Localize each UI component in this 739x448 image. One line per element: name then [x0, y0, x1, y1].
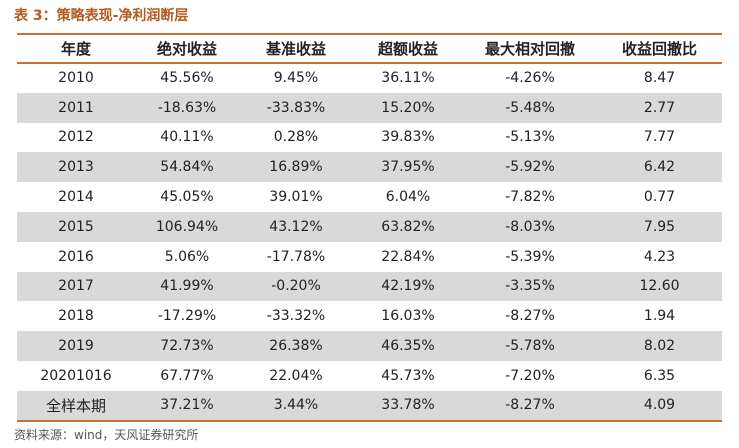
cell-max-drawdown: -5.13%: [505, 129, 555, 146]
cell-benchmark-return: -17.78%: [266, 248, 326, 265]
cell-return-drawdown-ratio: 8.02: [643, 338, 676, 355]
cell-return-drawdown-ratio: 0.77: [643, 189, 676, 206]
cell-excess-return: 63.82%: [381, 218, 435, 235]
cell-max-drawdown: -8.03%: [505, 218, 555, 235]
column-header-benchmark-return: 基准收益: [265, 40, 326, 58]
cell-excess-return: 39.83%: [381, 129, 435, 146]
cell-return-drawdown-ratio: 8.47: [643, 70, 676, 87]
cell-max-drawdown: -8.27%: [505, 397, 555, 414]
table-row: 2014 45.05% 39.01% 6.04% -7.82% 0.77: [17, 182, 722, 212]
cell-max-drawdown: -5.39%: [505, 248, 555, 265]
cell-max-drawdown: -5.78%: [505, 338, 555, 355]
column-header-excess-return: 超额收益: [377, 40, 438, 58]
cell-return-drawdown-ratio: 12.60: [639, 278, 680, 295]
cell-benchmark-return: 0.28%: [273, 129, 319, 146]
cell-return-drawdown-ratio: 2.77: [643, 99, 676, 116]
cell-return-drawdown-ratio: 6.42: [643, 159, 676, 176]
cell-max-drawdown: -7.82%: [505, 189, 555, 206]
cell-max-drawdown: -5.48%: [505, 99, 555, 116]
cell-benchmark-return: 22.04%: [269, 367, 323, 384]
cell-benchmark-return: -0.20%: [271, 278, 321, 295]
cell-absolute-return: 37.21%: [160, 397, 214, 414]
cell-absolute-return: -17.29%: [157, 308, 217, 325]
cell-year: 2014: [58, 189, 94, 206]
cell-return-drawdown-ratio: 6.35: [643, 367, 676, 384]
table-row: 2010 45.56% 9.45% 36.11% -4.26% 8.47: [17, 63, 722, 93]
cell-absolute-return: 41.99%: [160, 278, 214, 295]
cell-benchmark-return: -33.32%: [266, 308, 326, 325]
header-row: 年度 绝对收益 基准收益 超额收益 最大相对回撤 收益回撤比: [17, 34, 722, 63]
table-row: 2016 5.06% -17.78% 22.84% -5.39% 4.23: [17, 242, 722, 272]
cell-benchmark-return: 43.12%: [269, 218, 323, 235]
cell-year: 2011: [58, 99, 94, 116]
source-note: 资料来源：wind，天风证券研究所: [14, 428, 199, 442]
cell-year: 2013: [58, 159, 94, 176]
column-header-return-drawdown-ratio: 收益回撤比: [621, 40, 697, 58]
cell-excess-return: 22.84%: [381, 248, 435, 265]
cell-absolute-return: 45.56%: [160, 70, 214, 87]
cell-absolute-return: 67.77%: [160, 367, 214, 384]
table-row: 2015 106.94% 43.12% 63.82% -8.03% 7.95: [17, 211, 722, 242]
strategy-performance-table: 年度 绝对收益 基准收益 超额收益 最大相对回撤 收益回撤比 2010 45.5…: [17, 33, 722, 422]
cell-benchmark-return: -33.83%: [266, 99, 326, 116]
cell-year: 2016: [58, 248, 94, 265]
table-row: 2018 -17.29% -33.32% 16.03% -8.27% 1.94: [17, 301, 722, 331]
table-row: 2013 54.84% 16.89% 37.95% -5.92% 6.42: [17, 152, 722, 183]
cell-benchmark-return: 39.01%: [269, 189, 323, 206]
table-row: 2019 72.73% 26.38% 46.35% -5.78% 8.02: [17, 331, 722, 361]
cell-return-drawdown-ratio: 7.77: [643, 129, 676, 146]
cell-excess-return: 46.35%: [381, 338, 435, 355]
cell-year: 20201016: [40, 367, 112, 384]
cell-excess-return: 42.19%: [381, 278, 435, 295]
cell-year: 2017: [58, 278, 94, 295]
cell-benchmark-return: 3.44%: [273, 397, 319, 414]
cell-max-drawdown: -4.26%: [505, 70, 555, 87]
cell-max-drawdown: -5.92%: [505, 159, 555, 176]
cell-return-drawdown-ratio: 4.23: [643, 248, 676, 265]
column-header-absolute-return: 绝对收益: [156, 40, 217, 58]
cell-year: 2010: [58, 70, 94, 87]
cell-year: 2018: [58, 308, 94, 325]
cell-year: 2019: [58, 338, 94, 355]
table-container: 年度 绝对收益 基准收益 超额收益 最大相对回撤 收益回撤比 2010 45.5…: [17, 33, 722, 422]
table-row: 20201016 67.77% 22.04% 45.73% -7.20% 6.3…: [17, 361, 722, 391]
table-row: 2012 40.11% 0.28% 39.83% -5.13% 7.77: [17, 123, 722, 153]
cell-absolute-return: -18.63%: [157, 99, 217, 116]
column-header-max-drawdown: 最大相对回撤: [484, 40, 575, 58]
cell-absolute-return: 45.05%: [160, 189, 214, 206]
cell-max-drawdown: -8.27%: [505, 308, 555, 325]
cell-year: 全样本期: [45, 396, 106, 415]
cell-return-drawdown-ratio: 4.09: [643, 397, 676, 414]
cell-excess-return: 45.73%: [381, 367, 435, 384]
cell-excess-return: 37.95%: [381, 159, 435, 176]
cell-excess-return: 6.04%: [385, 189, 431, 206]
table-caption: 表 3：策略表现-净利润断层: [14, 8, 189, 24]
cell-absolute-return: 72.73%: [160, 338, 214, 355]
cell-excess-return: 16.03%: [381, 308, 435, 325]
cell-excess-return: 15.20%: [381, 99, 435, 116]
column-header-year: 年度: [60, 40, 91, 58]
table-row: 2011 -18.63% -33.83% 15.20% -5.48% 2.77: [17, 92, 722, 123]
cell-benchmark-return: 16.89%: [269, 159, 323, 176]
cell-year: 2015: [58, 218, 94, 235]
cell-max-drawdown: -7.20%: [505, 367, 555, 384]
cell-max-drawdown: -3.35%: [505, 278, 555, 295]
cell-return-drawdown-ratio: 7.95: [643, 218, 676, 235]
cell-return-drawdown-ratio: 1.94: [643, 308, 676, 325]
cell-excess-return: 33.78%: [381, 397, 435, 414]
cell-benchmark-return: 26.38%: [269, 338, 323, 355]
cell-absolute-return: 54.84%: [160, 159, 214, 176]
cell-absolute-return: 106.94%: [155, 218, 219, 235]
cell-excess-return: 36.11%: [381, 70, 435, 87]
cell-year: 2012: [58, 129, 94, 146]
cell-absolute-return: 5.06%: [164, 248, 210, 265]
cell-absolute-return: 40.11%: [160, 129, 214, 146]
total-row: 全样本期 37.21% 3.44% 33.78% -8.27% 4.09: [17, 390, 722, 421]
cell-benchmark-return: 9.45%: [273, 70, 319, 87]
table-row: 2017 41.99% -0.20% 42.19% -3.35% 12.60: [17, 271, 722, 302]
